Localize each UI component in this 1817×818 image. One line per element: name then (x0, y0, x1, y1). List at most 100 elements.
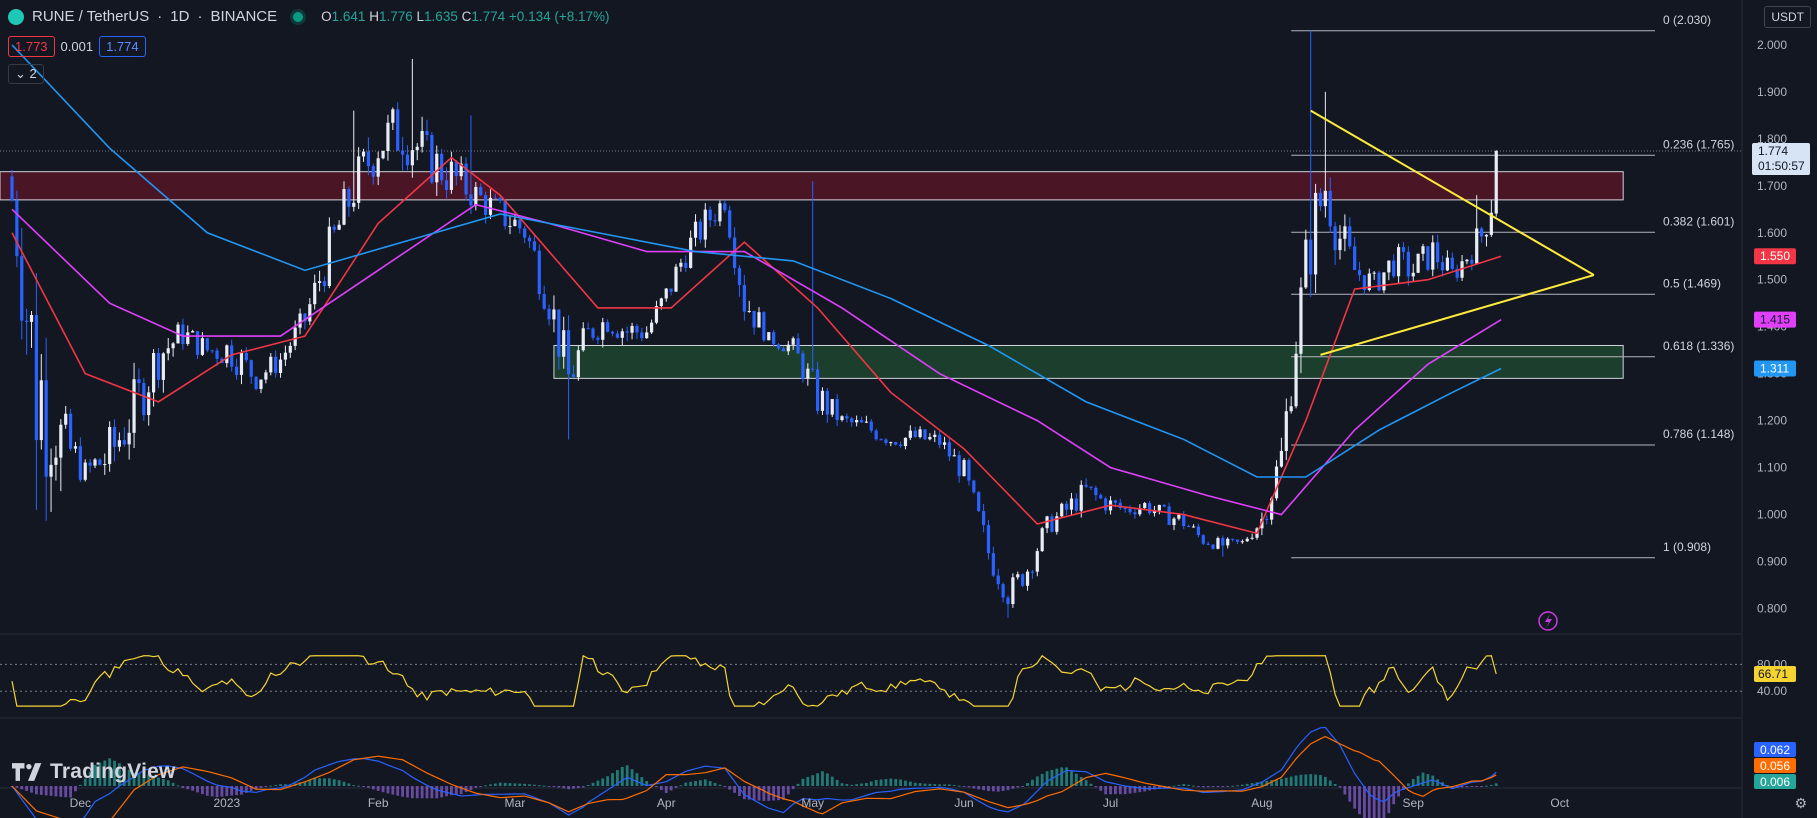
candle-body (239, 352, 244, 375)
candle-body (166, 348, 170, 354)
macd-histogram-bar (157, 777, 160, 786)
candle-body (664, 288, 668, 299)
macd-histogram-bar (694, 781, 697, 786)
candle-body (1001, 584, 1005, 598)
candle-body (801, 353, 805, 379)
candle-body (1167, 506, 1171, 526)
candle-body (1406, 251, 1410, 277)
candle-body (1006, 597, 1010, 605)
candle-body (576, 350, 580, 378)
macd-histogram-bar (1128, 786, 1132, 794)
macd-histogram-bar (923, 783, 927, 786)
candle-body (376, 158, 380, 177)
macd-value-badge (1754, 742, 1796, 757)
macd-histogram-bar (747, 786, 751, 800)
rsi-value-badge (1754, 665, 1796, 682)
macd-histogram-bar (987, 786, 990, 792)
macd-histogram-bar (850, 784, 854, 786)
candle-body (210, 350, 214, 352)
macd-histogram-bar (1240, 784, 1244, 786)
candle-body (820, 390, 825, 411)
macd-histogram-bar (528, 784, 531, 786)
candle-body (752, 310, 756, 328)
candle-body (933, 434, 937, 437)
x-tick-label: Oct (1550, 796, 1569, 810)
macd-histogram-bar (269, 785, 273, 787)
macd-histogram-bar (415, 786, 419, 799)
settings-gear-icon[interactable]: ⚙ (1794, 795, 1807, 811)
macd-histogram-bar (391, 786, 395, 795)
candle-body (532, 241, 537, 251)
macd-histogram-bar (625, 765, 629, 786)
macd-histogram-bar (806, 776, 810, 786)
candle-body (1343, 226, 1347, 239)
macd-histogram-bar (210, 786, 214, 797)
candle-body (1226, 538, 1230, 546)
candle-body (1055, 516, 1059, 532)
candle-body (1118, 502, 1122, 509)
candle-body (1211, 544, 1215, 549)
macd-histogram-bar (88, 771, 92, 786)
currency-button[interactable]: USDT (1764, 6, 1811, 28)
macd-histogram-bar (1470, 786, 1474, 787)
candle-body (1392, 260, 1396, 277)
macd-histogram-bar (420, 786, 424, 799)
candle-body (1328, 190, 1332, 227)
candle-body (1299, 287, 1303, 354)
candle-body (630, 325, 634, 333)
candle-body (1274, 466, 1279, 499)
candle-body (1182, 514, 1186, 527)
candle-body (117, 440, 122, 447)
macd-histogram-bar (674, 786, 678, 788)
candle-body (1265, 518, 1269, 520)
macd-histogram-bar (762, 786, 766, 801)
candle-body (1123, 508, 1127, 510)
macd-histogram-bar (1387, 786, 1391, 814)
indicators-toggle-button[interactable]: ⌄ 2 (8, 64, 44, 84)
macd-histogram-bar (20, 786, 24, 790)
interval-label[interactable]: 1D (170, 8, 190, 25)
macd-histogram-bar (581, 786, 585, 788)
sell-button[interactable]: 1.773 (8, 36, 55, 57)
macd-histogram-bar (782, 786, 785, 800)
macd-histogram-bar (1338, 786, 1342, 788)
candle-body (1279, 450, 1284, 467)
candle-body (942, 442, 947, 445)
ohlc-readout: O1.641 H1.776 L1.635 C1.774 +0.134 (+8.1… (321, 9, 610, 24)
candle-body (103, 464, 107, 466)
y-tick-label: 2.000 (1757, 38, 1787, 52)
candle-body (93, 459, 97, 466)
macd-histogram-bar (557, 786, 561, 788)
market-open-icon (293, 11, 304, 22)
macd-histogram-bar (381, 786, 385, 793)
buy-button[interactable]: 1.774 (99, 36, 146, 57)
candle-body (1411, 272, 1415, 277)
x-tick-label: May (801, 796, 824, 810)
candle-body (400, 150, 405, 155)
macd-histogram-bar (757, 786, 761, 801)
symbol-header[interactable]: RUNE / TetherUS · 1D · BINANCE O1.641 H1… (8, 8, 610, 25)
macd-histogram-bar (318, 778, 321, 786)
candle-body (718, 203, 722, 222)
macd-histogram-bar (513, 783, 517, 786)
candle-body (645, 332, 649, 339)
support-zone (553, 344, 1624, 379)
fib-level-label: 0 (2.030) (1663, 13, 1711, 27)
macd-histogram-bar (69, 786, 72, 798)
macd-histogram-bar (738, 786, 741, 796)
candle-body (947, 442, 952, 457)
moving-average-line (11, 44, 1502, 478)
candle-body (523, 228, 527, 238)
macd-histogram-bar (616, 770, 619, 786)
candle-body (547, 308, 551, 320)
candle-body (225, 345, 229, 364)
candle-body (903, 437, 908, 447)
macd-histogram-bar (679, 785, 683, 787)
macd-histogram-bar (508, 783, 512, 786)
macd-histogram-bar (337, 780, 341, 786)
tradingview-logo[interactable]: TradingView (12, 760, 176, 784)
candle-body (1294, 353, 1298, 407)
macd-histogram-bar (274, 784, 278, 786)
macd-histogram-bar (454, 786, 458, 795)
